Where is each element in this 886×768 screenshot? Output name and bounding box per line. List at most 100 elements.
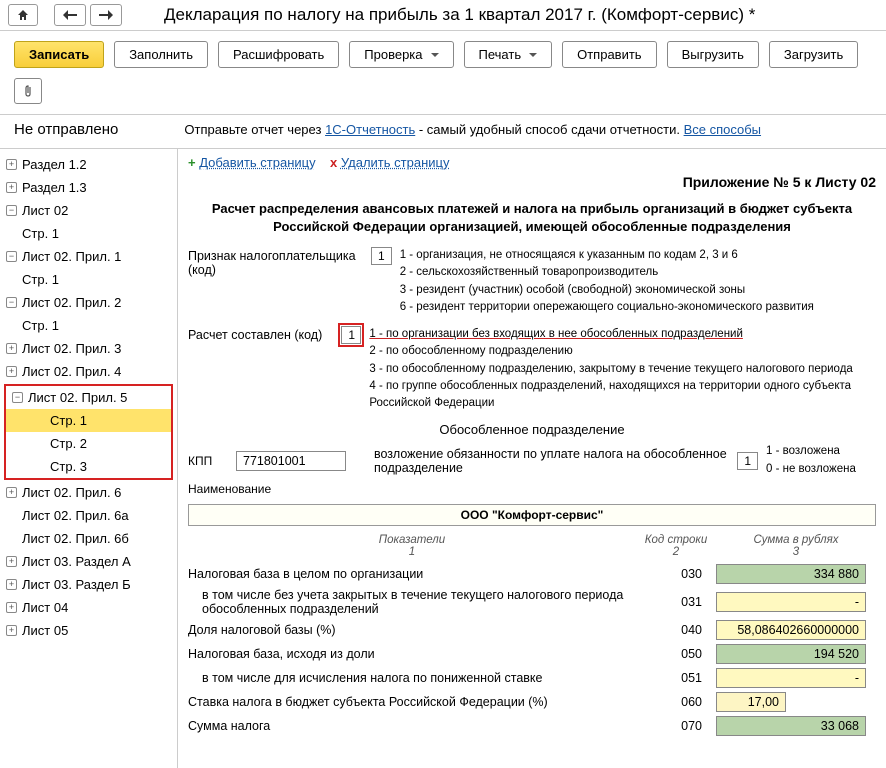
kpp-value[interactable]: 771801001 [236, 451, 346, 471]
decode-button[interactable]: Расшифровать [218, 41, 339, 68]
expand-icon[interactable]: + [6, 579, 17, 590]
subdiv-head: Обособленное подразделение [188, 422, 876, 437]
tree-label: Лист 02. Прил. 2 [22, 295, 121, 310]
tree-item[interactable]: Стр. 2 [6, 432, 171, 455]
calc-defs: 1 - по организации без входящих в нее об… [369, 326, 876, 412]
data-row: в том числе для исчисления налога по пон… [188, 668, 876, 688]
resp-code[interactable]: 1 [737, 452, 758, 470]
tree-item[interactable]: Лист 02. Прил. 6а [0, 504, 177, 527]
row-label: Доля налоговой базы (%) [188, 623, 656, 637]
collapse-icon[interactable]: − [12, 392, 23, 403]
tree-item[interactable]: −Лист 02. Прил. 2 [0, 291, 177, 314]
tree-label: Стр. 3 [50, 459, 87, 474]
expand-icon[interactable]: + [6, 602, 17, 613]
x-icon: x [330, 155, 337, 170]
print-button[interactable]: Печать [464, 41, 553, 68]
expand-icon[interactable]: + [6, 343, 17, 354]
tree-label: Лист 03. Раздел А [22, 554, 131, 569]
row-value[interactable]: 33 068 [716, 716, 866, 736]
tree-item[interactable]: Стр. 1 [0, 268, 177, 291]
import-button[interactable]: Загрузить [769, 41, 858, 68]
taxpayer-code[interactable]: 1 [371, 247, 392, 265]
row-value[interactable]: - [716, 592, 866, 612]
tree-item[interactable]: −Лист 02. Прил. 5 [6, 386, 171, 409]
export-button[interactable]: Выгрузить [667, 41, 759, 68]
back-button[interactable] [54, 4, 86, 26]
write-button[interactable]: Записать [14, 41, 104, 68]
section-title: Расчет распределения авансовых платежей … [208, 200, 856, 235]
name-label: Наименование [188, 482, 271, 496]
expand-icon[interactable]: + [6, 366, 17, 377]
tree-label: Лист 05 [22, 623, 68, 638]
tree-label: Стр. 1 [22, 272, 59, 287]
attach-button[interactable] [14, 78, 42, 104]
tree-item[interactable]: + Лист 05 [0, 619, 177, 642]
collapse-icon[interactable]: − [6, 251, 17, 262]
expand-icon[interactable]: + [6, 487, 17, 498]
org-name[interactable]: ООО "Комфорт-сервис" [188, 504, 876, 526]
check-button[interactable]: Проверка [349, 41, 453, 68]
add-page-link[interactable]: Добавить страницу [199, 155, 315, 170]
link-all-methods[interactable]: Все способы [684, 122, 761, 137]
row-label: Ставка налога в бюджет субъекта Российск… [188, 695, 656, 709]
data-row: Налоговая база, исходя из доли050194 520 [188, 644, 876, 664]
tree-item[interactable]: −Лист 02. Прил. 1 [0, 245, 177, 268]
collapse-icon[interactable]: − [6, 205, 17, 216]
send-button[interactable]: Отправить [562, 41, 656, 68]
plus-icon: + [188, 155, 196, 170]
forward-button[interactable] [90, 4, 122, 26]
form-content: + Добавить страницу x Удалить страницу П… [178, 149, 886, 768]
row-value[interactable]: 17,00 [716, 692, 786, 712]
tree-label: Лист 02. Прил. 6б [22, 531, 129, 546]
tree-label: Лист 02. Прил. 6 [22, 485, 121, 500]
tree-item[interactable]: +Раздел 1.3 [0, 176, 177, 199]
resp-defs: 1 - возложена 0 - не возложена [766, 443, 876, 478]
tree-item[interactable]: Стр. 1 [6, 409, 171, 432]
tree-label: Лист 02. Прил. 5 [28, 390, 127, 405]
tree-label: Лист 02. Прил. 6а [22, 508, 129, 523]
tree-item[interactable]: Стр. 3 [6, 455, 171, 478]
link-1c[interactable]: 1С-Отчетность [325, 122, 415, 137]
tree-item[interactable]: −Лист 02 [0, 199, 177, 222]
tree-item[interactable]: + Лист 02. Прил. 6 [0, 481, 177, 504]
tree-item[interactable]: +Лист 02. Прил. 4 [0, 360, 177, 383]
resp-text: возложение обязанности по уплате налога … [354, 447, 729, 475]
row-value[interactable]: 58,086402660000000 [716, 620, 866, 640]
data-row: Доля налоговой базы (%)04058,08640266000… [188, 620, 876, 640]
calc-code[interactable]: 1 [341, 326, 361, 344]
tree-item[interactable]: Лист 02. Прил. 6б [0, 527, 177, 550]
taxpayer-label: Признак налогоплательщика (код) [188, 247, 363, 277]
tree-item[interactable]: + Лист 03. Раздел А [0, 550, 177, 573]
home-button[interactable] [8, 4, 38, 26]
collapse-icon[interactable]: − [6, 297, 17, 308]
tree-item[interactable]: Стр. 1 [0, 222, 177, 245]
row-value[interactable]: - [716, 668, 866, 688]
row-label: Налоговая база, исходя из доли [188, 647, 656, 661]
window-title: Декларация по налогу на прибыль за 1 ква… [164, 5, 755, 25]
row-label: в том числе без учета закрытых в течение… [188, 588, 656, 616]
nav-tree[interactable]: +Раздел 1.2+Раздел 1.3−Лист 02Стр. 1−Лис… [0, 149, 178, 768]
tree-item[interactable]: Стр. 1 [0, 314, 177, 337]
row-code: 070 [656, 719, 716, 733]
expand-icon[interactable]: + [6, 625, 17, 636]
del-page-link[interactable]: Удалить страницу [341, 155, 450, 170]
tree-item[interactable]: +Лист 03. Раздел Б [0, 573, 177, 596]
row-value[interactable]: 334 880 [716, 564, 866, 584]
row-code: 030 [656, 567, 716, 581]
fill-button[interactable]: Заполнить [114, 41, 208, 68]
status-hint: Отправьте отчет через 1С-Отчетность - са… [184, 122, 761, 137]
row-label: Налоговая база в целом по организации [188, 567, 656, 581]
expand-icon[interactable]: + [6, 159, 17, 170]
tree-label: Стр. 1 [22, 226, 59, 241]
row-code: 050 [656, 647, 716, 661]
tree-label: Стр. 1 [22, 318, 59, 333]
tree-item[interactable]: +Лист 04 [0, 596, 177, 619]
row-value[interactable]: 194 520 [716, 644, 866, 664]
expand-icon[interactable]: + [6, 556, 17, 567]
row-label: в том числе для исчисления налога по пон… [188, 671, 656, 685]
expand-icon[interactable]: + [6, 182, 17, 193]
tree-item[interactable]: +Лист 02. Прил. 3 [0, 337, 177, 360]
tree-item[interactable]: +Раздел 1.2 [0, 153, 177, 176]
kpp-label: КПП [188, 454, 228, 468]
tree-label: Стр. 1 [50, 413, 87, 428]
